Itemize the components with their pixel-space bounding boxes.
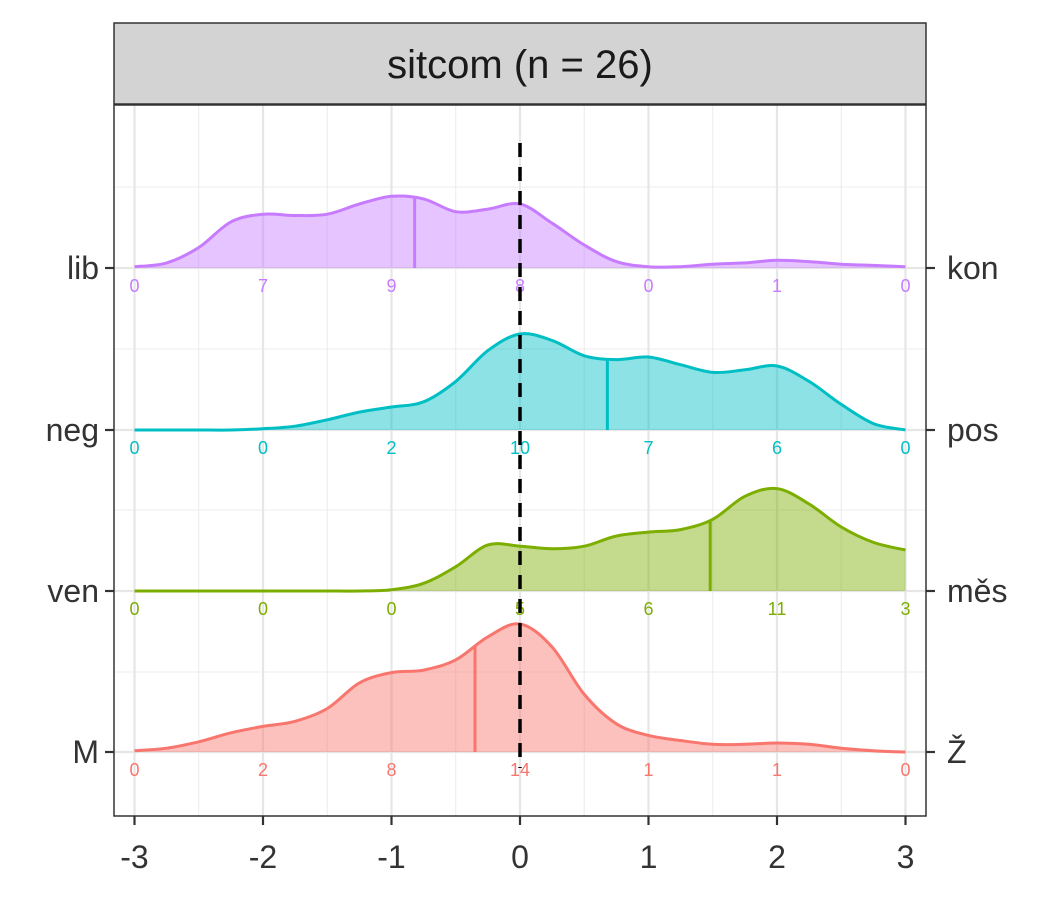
ridges [134,194,906,754]
ridge-area-ven [134,488,906,592]
count-label: 1 [772,276,782,296]
count-label: 2 [258,760,268,780]
ridge-lib [134,194,906,269]
x-tick-label: 2 [768,839,786,875]
count-label: 0 [900,438,910,458]
count-label: 0 [258,438,268,458]
count-labels: 0798010002107600005611302814110 [129,276,910,780]
count-label: 7 [643,438,653,458]
x-tick-label: 1 [640,839,658,875]
count-label: 0 [129,760,139,780]
x-tick-label: -2 [249,839,277,875]
ridge-line-ven [134,486,906,593]
ridge-area-m [134,623,906,752]
count-label: 8 [515,276,525,296]
facet-strip-background [113,22,927,105]
right-axis-label: kon [947,250,999,286]
ridge-line-neg [134,332,906,432]
left-axis-label: M [72,734,99,770]
count-label: 8 [386,760,396,780]
count-label: 0 [643,276,653,296]
ridge-area-neg [134,333,906,431]
left-axis-label: lib [67,250,99,286]
count-label: 0 [258,599,268,619]
count-label: 0 [900,760,910,780]
right-axis-label: pos [947,412,999,448]
count-label: 3 [900,599,910,619]
count-label: 0 [900,276,910,296]
count-label: 0 [129,276,139,296]
x-tick-label: -3 [120,839,148,875]
x-tick-label: 3 [897,839,915,875]
right-axis-label: měs [947,573,1007,609]
count-label: 1 [772,760,782,780]
right-axis-label: Ž [947,734,967,770]
ridge-ven [134,486,906,593]
ridge-area-lib [134,196,906,268]
count-label: 1 [643,760,653,780]
left-axis-label: ven [47,573,99,609]
x-tick-label: -1 [377,839,405,875]
left-axis-label: neg [46,412,99,448]
count-label: 0 [386,599,396,619]
axes: lib kon neg pos ven měs M Ž -3 -2 -1 0 1 2 3 [46,250,1008,875]
count-label: 0 [129,599,139,619]
count-label: 11 [768,599,787,619]
count-label: 14 [510,760,530,780]
facet-strip: sitcom (n = 26) [113,22,927,105]
count-label: 0 [129,438,139,458]
count-label: 2 [386,438,396,458]
count-label: 6 [772,438,782,458]
count-label: 7 [258,276,268,296]
count-label: 10 [510,438,530,458]
ridge-neg [134,332,906,432]
count-label: 9 [386,276,396,296]
x-tick-label: 0 [511,839,529,875]
count-label: 6 [643,599,653,619]
chart-title: sitcom (n = 26) [387,43,653,87]
